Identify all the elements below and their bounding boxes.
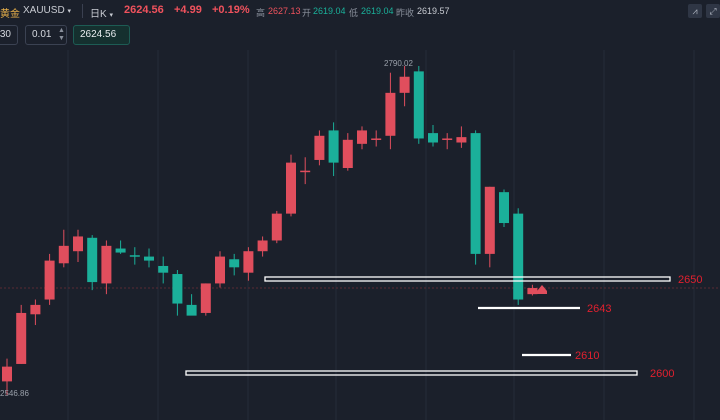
candle <box>2 366 12 382</box>
candle <box>186 304 197 316</box>
candle <box>243 251 254 273</box>
candle <box>527 288 538 295</box>
price-field[interactable]: 2624.56 <box>73 25 130 45</box>
candle <box>513 213 524 300</box>
quote-header: 黄金 XAUUSD ▾ 日K ▾ 2624.56 +4.99 +0.19% 高 … <box>0 0 720 22</box>
candle <box>470 133 481 254</box>
drawing-tools-icon[interactable]: ⩘ <box>688 4 702 18</box>
stepper-up-icon[interactable]: ▲ <box>58 27 65 34</box>
order-toolbar: 30 0.01 ▲ ▼ 2624.56 <box>0 22 720 50</box>
candle <box>129 255 140 257</box>
timeframe-selector[interactable]: 日K ▾ <box>90 5 113 20</box>
candle <box>484 186 495 254</box>
timeframe-label: 日K <box>90 9 107 20</box>
level-label-2650: 2650 <box>678 274 702 286</box>
candle <box>172 274 183 304</box>
candle <box>30 304 41 315</box>
stepper-down-icon[interactable]: ▼ <box>58 35 65 42</box>
candle <box>144 256 154 261</box>
candle <box>385 92 396 136</box>
candle <box>286 162 296 214</box>
levels-layer: 2650 2643 2610 2600 <box>185 274 702 380</box>
candle <box>342 139 353 168</box>
candle <box>101 245 112 284</box>
price-change: +4.99 <box>174 4 202 16</box>
candle <box>371 138 382 140</box>
open-label: 开 <box>302 8 312 18</box>
quantity-field[interactable]: 30 <box>0 25 18 45</box>
level-label-2610: 2610 <box>575 350 599 362</box>
candle <box>44 260 55 300</box>
open-value: 2619.04 <box>313 6 346 16</box>
level-label-2643: 2643 <box>587 303 611 315</box>
candle <box>314 135 325 160</box>
symbol-selector[interactable]: XAUUSD ▾ <box>23 5 71 16</box>
prev-close-value: 2619.57 <box>417 6 450 16</box>
step-field[interactable]: 0.01 <box>25 25 67 45</box>
candles-layer <box>2 66 538 395</box>
candle <box>58 245 69 264</box>
candle <box>357 130 367 144</box>
candle <box>456 137 467 143</box>
candle <box>16 312 27 364</box>
candle <box>257 240 268 252</box>
level-label-2600: 2600 <box>650 368 674 380</box>
symbol-label: XAUUSD <box>23 5 65 16</box>
prev-close-label: 昨收 <box>396 8 415 18</box>
candlestick-chart[interactable]: 2650 2643 2610 2600 2790.02 2546.86 <box>0 50 720 420</box>
instrument-name[interactable]: 黄金 <box>0 9 20 20</box>
last-price: 2624.56 <box>124 4 164 16</box>
candle <box>428 133 438 143</box>
candle <box>399 76 410 93</box>
high-value: 2627.13 <box>268 6 301 16</box>
candle <box>413 71 424 139</box>
candle <box>442 138 453 140</box>
candle <box>328 130 339 163</box>
chart-grid <box>0 50 720 420</box>
candle <box>200 283 211 313</box>
candle <box>499 192 509 224</box>
price-marker-icon <box>537 285 547 294</box>
min-price-label: 2546.86 <box>0 389 29 398</box>
candle <box>158 265 169 273</box>
level-box-2600 <box>185 370 638 376</box>
candle <box>73 236 83 252</box>
chevron-down-icon: ▾ <box>67 8 71 15</box>
candle <box>87 237 98 283</box>
header-divider <box>82 4 83 18</box>
fullscreen-icon[interactable]: ⤢ <box>706 4 720 18</box>
high-label: 高 <box>256 8 266 18</box>
candle <box>229 259 240 268</box>
chevron-down-icon: ▾ <box>109 12 113 19</box>
candle <box>215 256 225 284</box>
candle <box>300 170 311 173</box>
current-price-marker <box>537 285 547 294</box>
candle <box>271 213 282 241</box>
low-value: 2619.04 <box>361 6 394 16</box>
low-label: 低 <box>349 8 359 18</box>
price-change-percent: +0.19% <box>212 4 250 16</box>
candle <box>115 248 126 253</box>
level-box-2650 <box>264 276 671 282</box>
peak-price-label: 2790.02 <box>384 59 413 68</box>
